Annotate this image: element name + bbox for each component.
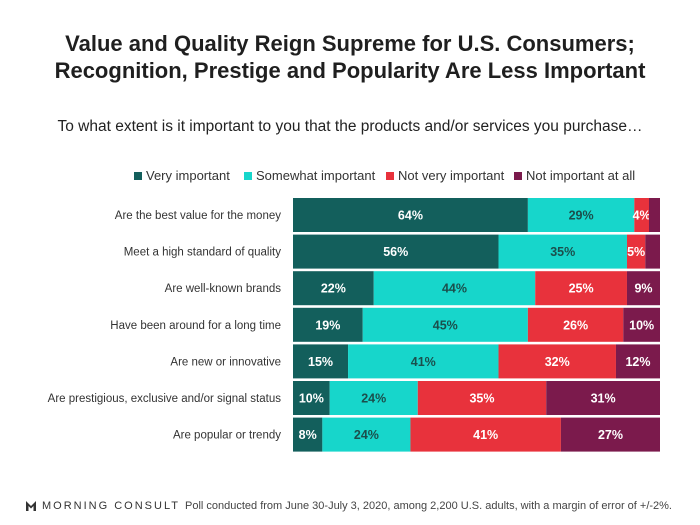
data-label-very-important: 19% xyxy=(315,318,340,332)
category-label: Have been around for a long time xyxy=(110,320,281,332)
data-label-not-important-at-all: 31% xyxy=(591,392,616,406)
title-line-2: Recognition, Prestige and Popularity Are… xyxy=(54,58,646,83)
data-label-not-important-at-all: 12% xyxy=(625,355,650,369)
poll-footnote: Poll conducted from June 30-July 3, 2020… xyxy=(184,500,672,512)
data-label-somewhat-important: 41% xyxy=(411,355,436,369)
bar-segment-not-important-at-all xyxy=(615,344,660,379)
legend-label-somewhat-important: Somewhat important xyxy=(256,168,376,183)
bar-segment-not-very-important xyxy=(498,344,616,379)
chart-subtitle: To what extent is it important to you th… xyxy=(57,118,643,135)
bar-segment-not-very-important xyxy=(626,234,646,269)
data-label-somewhat-important: 29% xyxy=(569,209,594,223)
bar-segment-somewhat-important xyxy=(348,344,499,379)
legend-item-not-important-at-all: Not important at all xyxy=(514,168,635,183)
category-label: Are new or innovative xyxy=(170,356,281,368)
legend: Very important Somewhat important Not ve… xyxy=(0,168,700,184)
legend-item-somewhat-important: Somewhat important xyxy=(244,168,375,183)
bar-segment-not-very-important xyxy=(535,271,627,306)
bar-segment-very-important xyxy=(293,344,349,379)
category-label: Are well-known brands xyxy=(165,283,282,295)
bar-segment-very-important xyxy=(293,417,323,452)
bar-segment-not-important-at-all xyxy=(626,271,660,306)
data-label-very-important: 10% xyxy=(299,392,324,406)
data-label-not-very-important: 25% xyxy=(569,282,594,296)
legend-swatch-not-important-at-all xyxy=(514,171,522,180)
bar-segment-somewhat-important xyxy=(362,307,528,342)
bar-segment-not-important-at-all xyxy=(560,417,660,452)
bar-segment-not-important-at-all xyxy=(648,198,660,232)
legend-label-not-important-at-all: Not important at all xyxy=(526,168,636,183)
data-label-not-very-important: 4% xyxy=(633,209,651,223)
legend-item-not-very-important: Not very important xyxy=(386,168,504,183)
data-label-not-important-at-all: 10% xyxy=(629,318,654,332)
bar-segment-very-important xyxy=(293,271,374,306)
bar-segment-not-very-important xyxy=(410,417,561,452)
data-label-somewhat-important: 35% xyxy=(550,245,575,259)
bar-segment-not-very-important xyxy=(527,307,624,342)
bar-segment-very-important xyxy=(293,234,499,269)
bar-segment-not-very-important xyxy=(634,198,649,232)
data-label-not-important-at-all: 9% xyxy=(634,282,652,296)
category-label: Are prestigious, exclusive and/or signal… xyxy=(48,393,282,405)
legend-swatch-somewhat-important xyxy=(244,171,252,180)
data-label-not-very-important: 41% xyxy=(473,428,498,442)
data-label-somewhat-important: 24% xyxy=(354,428,379,442)
legend-label-very-important: Very important xyxy=(146,168,230,183)
data-label-very-important: 56% xyxy=(383,245,408,259)
data-label-not-important-at-all: 27% xyxy=(598,428,623,442)
brand-logo: MORNING CONSULT xyxy=(26,500,180,512)
bar-segment-somewhat-important xyxy=(322,417,411,452)
category-label: Are popular or trendy xyxy=(173,430,281,442)
data-label-somewhat-important: 24% xyxy=(361,392,386,406)
bar-segment-somewhat-important xyxy=(498,234,627,269)
morning-consult-mark-icon xyxy=(26,501,36,511)
bar-segment-somewhat-important xyxy=(329,381,418,415)
bar-segment-very-important xyxy=(293,307,363,342)
bar-segment-not-very-important xyxy=(417,381,547,415)
brand-name: MORNING CONSULT xyxy=(42,500,180,512)
bar-segment-somewhat-important xyxy=(527,198,635,232)
title-line-1: Value and Quality Reign Supreme for U.S.… xyxy=(65,31,635,56)
data-label-very-important: 22% xyxy=(321,282,346,296)
data-label-somewhat-important: 44% xyxy=(442,282,467,296)
data-label-not-very-important: 35% xyxy=(469,392,494,406)
category-label: Meet a high standard of quality xyxy=(124,247,282,259)
chart-title: Value and Quality Reign Supreme for U.S.… xyxy=(0,30,700,84)
data-label-not-very-important: 32% xyxy=(545,355,570,369)
legend-item-very-important: Very important xyxy=(134,168,230,183)
legend-label-not-very-important: Not very important xyxy=(398,168,505,183)
legend-swatch-not-very-important xyxy=(386,171,394,180)
data-label-very-important: 8% xyxy=(299,428,317,442)
bar-segment-very-important xyxy=(293,381,330,415)
data-label-not-very-important: 5% xyxy=(627,245,645,259)
legend-swatch-very-important xyxy=(134,171,142,180)
data-label-somewhat-important: 45% xyxy=(433,318,458,332)
bar-segment-not-important-at-all xyxy=(645,234,660,269)
bar-segment-not-important-at-all xyxy=(623,307,660,342)
bar-segment-very-important xyxy=(293,198,528,232)
data-label-very-important: 15% xyxy=(308,355,333,369)
category-label: Are the best value for the money xyxy=(115,210,281,222)
data-label-very-important: 64% xyxy=(398,209,423,223)
bar-segment-not-important-at-all xyxy=(546,381,660,415)
bar-segment-somewhat-important xyxy=(373,271,536,306)
data-label-not-very-important: 26% xyxy=(563,318,588,332)
